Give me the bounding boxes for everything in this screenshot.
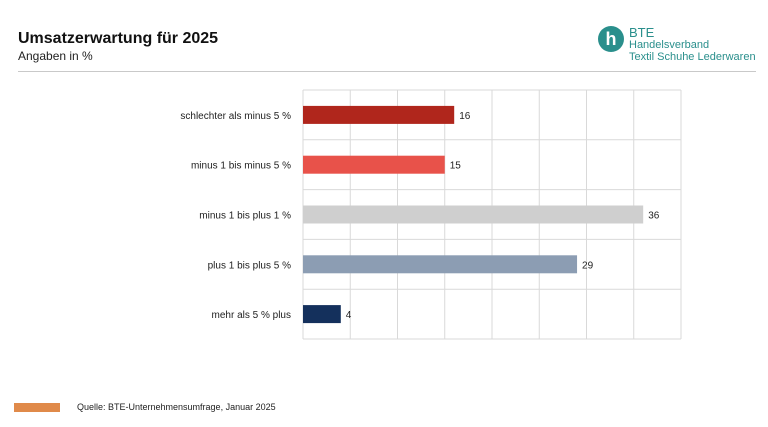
data-label: 16 [459, 111, 471, 122]
page-title: Umsatzerwartung für 2025 [18, 30, 219, 47]
category-label: schlechter als minus 5 % [180, 111, 291, 122]
bte-logo: h BTE Handelsverband Textil Schuhe Leder… [598, 26, 768, 66]
bar [303, 105, 455, 124]
data-label: 4 [346, 310, 352, 321]
bar [303, 305, 341, 324]
category-label: mehr als 5 % plus [212, 310, 291, 321]
category-label: plus 1 bis plus 5 % [208, 260, 291, 271]
logo-letter: h [606, 29, 617, 49]
logo-line-2: Textil Schuhe Lederwaren [629, 51, 756, 63]
bar [303, 255, 578, 274]
footer-swatch [14, 403, 60, 412]
bar-chart: schlechter als minus 5 % 16 minus 1 bis mi… [180, 89, 682, 340]
chart-area: schlechter als minus 5 % 16 minus 1 bis mi… [0, 80, 768, 360]
bte-logo-icon: h [598, 26, 624, 52]
header-divider [18, 71, 756, 72]
footer-source: Quelle: BTE-Unternehmensumfrage, Januar … [77, 402, 276, 412]
logo-line-1: Handelsverband [629, 39, 710, 51]
bar [303, 155, 445, 174]
data-label: 15 [450, 161, 462, 172]
data-label: 29 [582, 260, 594, 271]
category-label: minus 1 bis plus 1 % [199, 211, 291, 222]
data-label: 36 [648, 211, 660, 222]
bar [303, 205, 644, 224]
category-label: minus 1 bis minus 5 % [191, 161, 291, 172]
logo-bte-text: BTE [629, 25, 655, 40]
page-subtitle: Angaben in % [18, 49, 93, 63]
